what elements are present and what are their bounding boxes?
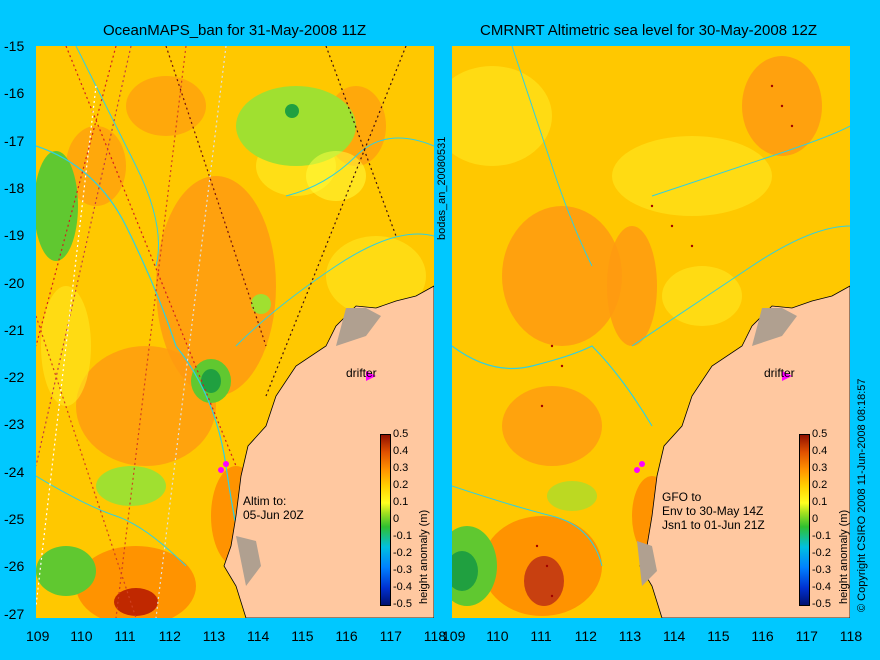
right-panel-title: CMRNRT Altimetric sea level for 30-May-2… [480,22,818,39]
y-tick-label: -18 [4,179,25,196]
colorbar-tick-label: 0.2 [393,479,409,491]
file-id-label: bodas_an_20080531 [436,136,448,240]
colorbar-tick-label: -0.3 [812,564,831,576]
colorbar-tick-label: -0.2 [812,547,831,559]
x-tick-label: 118 [839,628,863,644]
colorbar-tick-label: 0.1 [812,496,828,508]
left-altim-annotation: Altim to: 05-Jun 20Z [243,494,304,522]
right-drifter-label: drifter [764,366,795,380]
left-drifter-label: drifter [346,366,377,380]
right-colorbar [799,434,810,606]
colorbar-tick-label: -0.5 [812,598,831,610]
left-map[interactable] [36,46,434,618]
left-colorbar-label: height anomaly (m) [418,509,430,604]
colorbar-tick-label: -0.4 [812,581,831,593]
x-tick-label: 115 [707,628,730,644]
x-tick-label: 112 [574,628,597,644]
y-tick-label: -19 [4,227,25,244]
colorbar-tick-label: 0 [393,513,400,525]
colorbar-tick-label: -0.3 [393,564,412,576]
copyright-label: © Copyright CSIRO 2008 11-Jun-2008 08:18… [856,378,868,612]
y-tick-label: -24 [4,463,25,480]
x-tick-label: 113 [618,628,642,644]
colorbar-tick-label: -0.4 [393,581,412,593]
x-tick-label: 117 [379,628,402,644]
left-colorbar [380,434,391,606]
x-tick-label: 110 [486,628,509,644]
colorbar-tick-label: 0 [812,513,819,525]
y-tick-label: -15 [4,38,25,54]
colorbar-tick-label: 0.3 [393,462,409,474]
y-tick-label: -25 [4,511,25,527]
right-map[interactable] [452,46,850,618]
colorbar-tick-label: 0.3 [812,462,828,474]
x-tick-label: 115 [291,628,314,644]
x-tick-label: 116 [751,628,774,644]
x-tick-label: 110 [70,628,93,644]
y-tick-label: -23 [4,416,25,433]
colorbar-tick-label: -0.1 [393,530,412,542]
x-tick-label: 113 [202,628,226,644]
left-panel-title: OceanMAPS_ban for 31-May-2008 11Z [103,22,367,39]
y-tick-label: -27 [4,605,25,622]
colorbar-tick-label: 0.5 [812,428,828,440]
x-tick-label: 109 [26,628,50,644]
x-tick-label: 117 [795,628,818,644]
x-tick-label: 111 [530,628,552,644]
colorbar-tick-label: -0.2 [393,547,412,559]
y-tick-label: -26 [4,558,25,575]
y-tick-label: -17 [4,132,25,149]
x-tick-label: 112 [158,628,181,644]
y-tick-label: -21 [4,321,25,338]
x-tick-label: 118 [423,628,447,644]
y-tick-label: -16 [4,85,25,102]
x-tick-label: 114 [663,628,686,644]
drifter-marker-icon [782,371,792,381]
colorbar-tick-label: 0.2 [812,479,828,491]
colorbar-tick-label: 0.4 [393,445,409,457]
drifter-marker-icon [366,371,376,381]
colorbar-tick-label: -0.1 [812,530,831,542]
y-tick-label: -22 [4,369,25,386]
x-tick-label: 114 [247,628,270,644]
colorbar-tick-label: 0.5 [393,428,409,440]
colorbar-tick-label: 0.1 [393,496,409,508]
x-tick-label: 109 [442,628,466,644]
x-tick-label: 111 [114,628,136,644]
colorbar-tick-label: 0.4 [812,445,828,457]
y-tick-label: -20 [4,274,25,291]
right-gfo-annotation: GFO to Env to 30-May 14Z Jsn1 to 01-Jun … [662,490,765,532]
colorbar-tick-label: -0.5 [393,598,412,610]
right-colorbar-label: height anomaly (m) [838,509,850,604]
x-tick-label: 116 [335,628,358,644]
